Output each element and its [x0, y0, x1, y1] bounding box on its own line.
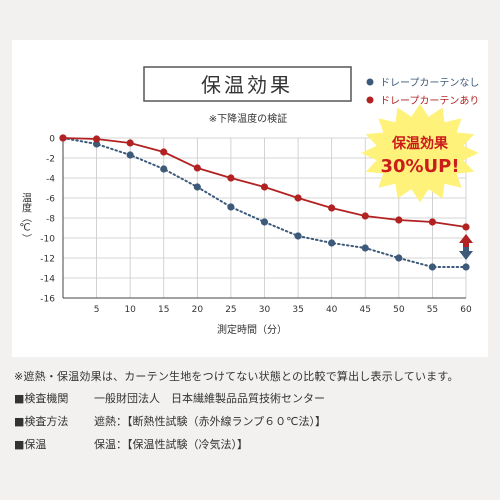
spec-key: ■検査機関 — [14, 392, 69, 405]
chart-subtitle: ※下降温度の検証 — [209, 112, 287, 125]
spec-key: ■検査方法 — [14, 415, 69, 428]
callout-text-2: 30%UP! — [380, 156, 459, 177]
data-point — [92, 135, 101, 143]
legend-marker — [366, 96, 374, 104]
x-axis-label: 測定時間（分） — [217, 323, 287, 336]
spec-value: 一般財団法人 日本繊維製品品質技術センター — [94, 392, 325, 405]
data-point — [395, 254, 403, 262]
x-tick-label: 30 — [259, 305, 271, 315]
data-point — [428, 263, 437, 271]
title-box — [143, 66, 352, 102]
data-point — [193, 164, 201, 172]
data-point — [462, 223, 470, 231]
arrow-down-icon — [459, 247, 473, 260]
legend-marker — [366, 78, 374, 86]
data-point — [193, 183, 201, 191]
y-tick-label: -8 — [46, 215, 55, 225]
y-tick-label: 0 — [49, 135, 55, 145]
data-point — [462, 263, 470, 271]
data-point — [361, 244, 369, 252]
data-point — [395, 216, 403, 224]
spec-value: 保温：【保温性試験（冷気法）】 — [94, 438, 248, 451]
footnote: ※遮熱・保温効果は、カーテン生地をつけてない状態との比較で算出し表示しています。 — [14, 370, 459, 383]
x-tick-label: 45 — [360, 305, 371, 315]
x-tick-label: 5 — [94, 305, 100, 315]
arrow-up-icon — [459, 234, 473, 247]
spec-row-method: ■検査方法 遮熱：【断熱性試験（赤外線ランプ６０℃法）】 — [14, 413, 326, 429]
legend-label: ドレープカーテンあり — [380, 95, 479, 107]
x-tick-label: 40 — [326, 305, 338, 315]
y-tick-label: -12 — [40, 255, 55, 265]
data-point — [294, 194, 302, 202]
data-point — [160, 165, 168, 173]
data-point — [328, 204, 336, 212]
data-point — [126, 139, 134, 147]
y-tick-label: -2 — [46, 155, 55, 165]
data-point — [227, 174, 235, 182]
x-tick-label: 15 — [158, 305, 169, 315]
spec-row-warmth: ■保温 保温：【保温性試験（冷気法）】 — [14, 436, 248, 452]
data-point — [361, 212, 369, 220]
y-tick-label: -4 — [46, 175, 55, 185]
data-point — [328, 239, 336, 247]
x-tick-label: 20 — [192, 305, 204, 315]
x-tick-label: 35 — [292, 305, 303, 315]
y-tick-label: -10 — [40, 235, 55, 245]
data-point — [260, 183, 269, 191]
legend-label: ドレープカーテンなし — [380, 77, 479, 89]
y-tick-label: -14 — [40, 275, 55, 285]
data-point — [126, 151, 134, 159]
x-tick-label: 55 — [427, 305, 438, 315]
chart-panel: 保温効果 ※下降温度の検証 ドレープカーテンなし ドレープカーテンあり 0 -2 -4 -6 -… — [12, 40, 488, 357]
spec-key: ■保温 — [14, 438, 47, 451]
data-point — [294, 232, 302, 240]
x-tick-label: 50 — [393, 305, 405, 315]
y-axis-label: 温度（℃） — [19, 192, 31, 243]
spec-row-institution: ■検査機関 一般財団法人 日本繊維製品品質技術センター — [14, 390, 325, 406]
x-tick-label: 10 — [124, 305, 136, 315]
data-point — [227, 203, 235, 211]
data-point — [92, 140, 101, 148]
data-point — [428, 218, 437, 226]
spec-value: 遮熱：【断熱性試験（赤外線ランプ６０℃法）】 — [94, 415, 327, 428]
data-point — [59, 134, 67, 142]
callout-text-1: 保温効果 — [391, 135, 449, 152]
y-tick-label: -16 — [40, 295, 55, 305]
y-tick-label: -6 — [46, 195, 55, 205]
data-point — [160, 148, 168, 156]
x-tick-label: 60 — [460, 305, 472, 315]
data-point — [260, 218, 269, 226]
callout-burst — [361, 103, 479, 203]
chart-title: 保温効果 — [201, 73, 293, 97]
x-tick-label: 25 — [225, 305, 236, 315]
